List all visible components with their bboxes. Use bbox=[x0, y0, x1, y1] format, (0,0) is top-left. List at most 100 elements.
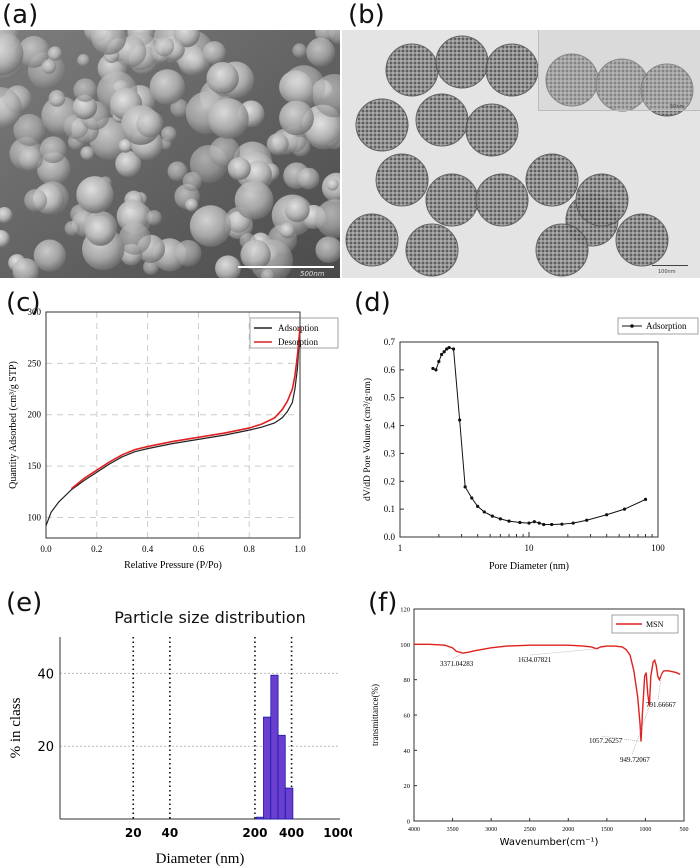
sem-scale-label: 500nm bbox=[300, 270, 325, 278]
chart-d-xtick: 10 bbox=[525, 543, 535, 553]
chart-f-annotation: 3371.04283 bbox=[440, 660, 474, 668]
chart-f-annotation: 1057.26257 bbox=[589, 737, 623, 745]
chart-f-annotation-leader bbox=[529, 648, 597, 656]
chart-d: 1 10 100 0.0 0.1 0.2 0.3 0.4 0.5 0.6 0.7 Adsorption… bbox=[362, 317, 699, 572]
chart-f-xtick: 500 bbox=[680, 827, 689, 833]
sem-particle bbox=[36, 152, 71, 186]
sem-particle bbox=[292, 43, 307, 58]
chart-c-ytick: 250 bbox=[28, 358, 42, 368]
sem-particle bbox=[182, 171, 202, 192]
chart-d-point bbox=[537, 521, 541, 525]
sem-particle bbox=[12, 258, 39, 278]
chart-f-ytick: 40 bbox=[404, 748, 411, 755]
panel-c-letter: (c) bbox=[6, 288, 41, 318]
tem-particle bbox=[375, 153, 429, 207]
chart-d-legend-label: Adsorption bbox=[646, 321, 687, 331]
chart-d-point bbox=[470, 496, 474, 500]
chart-d-point bbox=[498, 517, 502, 521]
sem-particle bbox=[73, 78, 97, 102]
chart-e-title: Particle size distribution bbox=[114, 608, 306, 627]
sem-particle bbox=[0, 32, 24, 76]
tem-inset bbox=[538, 30, 700, 111]
chart-e-ytick: 20 bbox=[37, 740, 54, 755]
chart-e-xtick: 40 bbox=[162, 826, 179, 840]
sem-particle bbox=[328, 30, 340, 45]
sem-scale-bar bbox=[238, 266, 334, 268]
chart-d-point bbox=[622, 507, 627, 511]
chart-c-legend-label: Adsorption bbox=[278, 323, 319, 333]
chart-e: Particle size distribution 20 40 200 400 100… bbox=[8, 608, 352, 867]
chart-f-series-msn bbox=[414, 643, 681, 742]
chart-d-ytick: 0.4 bbox=[384, 421, 396, 431]
chart-e-xtick: 200 bbox=[242, 826, 267, 840]
sem-particle bbox=[18, 146, 43, 171]
sem-particle bbox=[118, 138, 133, 153]
chart-d-ylabel: dV/dD Pore Volume (cm³/g·nm) bbox=[362, 378, 373, 501]
tem-image: 50nm 100nm bbox=[342, 30, 700, 278]
sem-particle bbox=[315, 236, 340, 264]
sem-particle bbox=[261, 269, 275, 278]
chart-d-point bbox=[482, 510, 486, 514]
tem-particle bbox=[640, 63, 694, 117]
chart-f-ytick: 120 bbox=[400, 607, 410, 614]
chart-d-point bbox=[571, 521, 575, 525]
chart-d-point bbox=[476, 504, 480, 508]
chart-c-xtick: 0.8 bbox=[244, 544, 256, 554]
chart-d-point bbox=[447, 345, 451, 350]
chart-f-annotation: 949.72067 bbox=[620, 756, 650, 764]
sem-particle bbox=[33, 239, 66, 272]
chart-d-point bbox=[527, 521, 531, 525]
chart-c-xlabel: Relative Pressure (P/Po) bbox=[124, 560, 222, 571]
chart-c: 0.0 0.2 0.4 0.6 0.8 1.0 100 150 200 250 300 Adsorpt… bbox=[8, 307, 339, 571]
chart-d-point bbox=[445, 347, 449, 351]
sem-particle bbox=[143, 259, 159, 275]
chart-d-point bbox=[643, 497, 648, 501]
chart-f-annotation-leader bbox=[600, 735, 642, 742]
tem-scale-label: 100nm bbox=[658, 269, 676, 275]
chart-d-ytick: 0.3 bbox=[384, 448, 396, 458]
chart-c-series-adsorption bbox=[45, 327, 301, 526]
sem-particle bbox=[234, 180, 274, 220]
tem-particle bbox=[405, 223, 459, 277]
chart-f-xtick: 1500 bbox=[601, 827, 613, 833]
sem-particle bbox=[118, 222, 151, 255]
sem-particle bbox=[41, 59, 57, 74]
chart-c-xtick: 0.2 bbox=[91, 544, 102, 554]
sem-particle bbox=[227, 157, 251, 181]
chart-f-ytick: 100 bbox=[400, 642, 410, 649]
sem-particle bbox=[185, 198, 199, 212]
sem-particle bbox=[208, 98, 249, 139]
chart-e-xtick: 20 bbox=[125, 826, 142, 840]
chart-c-xtick: 0.6 bbox=[193, 544, 205, 554]
panel-d-letter: (d) bbox=[354, 288, 391, 318]
chart-d-xlabel: Pore Diameter (nm) bbox=[489, 561, 569, 572]
tem-particle bbox=[525, 153, 579, 207]
chart-f-ylabel: transmittance(%) bbox=[370, 684, 380, 746]
sem-image: 500nm bbox=[0, 30, 340, 278]
chart-d-legend-box bbox=[617, 317, 699, 335]
sem-particle bbox=[146, 210, 162, 226]
chart-f: 4000 3500 3000 2500 2000 1500 1000 500 0 20 40 60 80… bbox=[370, 607, 689, 849]
sem-particle bbox=[177, 45, 208, 76]
chart-d-ytick: 0.6 bbox=[384, 365, 396, 375]
sem-particle bbox=[206, 61, 239, 95]
chart-d-series-adsorption bbox=[432, 347, 646, 525]
sem-particles bbox=[0, 30, 340, 278]
sem-particle bbox=[64, 220, 80, 236]
sem-particle bbox=[202, 41, 226, 65]
sem-particle bbox=[77, 54, 90, 67]
chart-f-xtick: 2000 bbox=[562, 827, 574, 833]
chart-f-xtick: 3500 bbox=[447, 827, 459, 833]
tem-particle bbox=[385, 43, 439, 97]
sem-particle bbox=[161, 126, 177, 142]
sem-particle bbox=[279, 100, 314, 136]
tem-inset-scale-label: 50nm bbox=[670, 104, 685, 110]
chart-f-xtick: 2500 bbox=[524, 827, 536, 833]
chart-e-ylabel: % in class bbox=[8, 697, 24, 758]
tem-particle bbox=[475, 173, 529, 227]
sem-particle bbox=[279, 222, 296, 239]
chart-f-legend-box bbox=[611, 614, 679, 634]
chart-d-point bbox=[437, 359, 441, 364]
chart-d-point bbox=[439, 352, 444, 357]
panel-a-letter: (a) bbox=[2, 0, 39, 30]
